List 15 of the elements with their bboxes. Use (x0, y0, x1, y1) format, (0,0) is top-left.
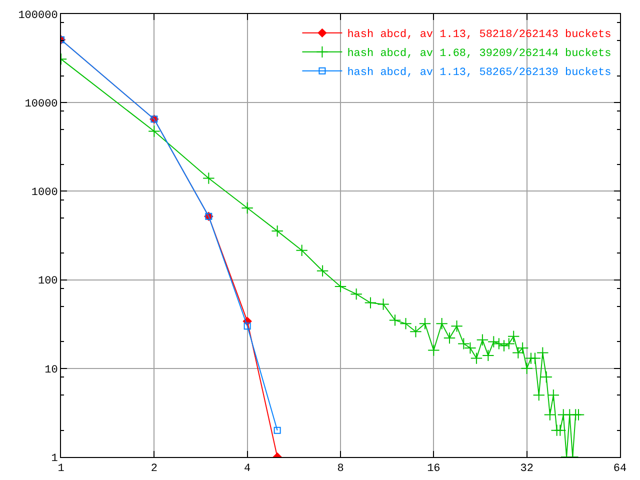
x-tick-label: 2 (150, 463, 158, 476)
legend-label: hash abcd, av 1.13, 58218/262143 buckets (347, 29, 612, 42)
y-tick-label: 10 (44, 364, 58, 376)
y-tick-label: 10000 (24, 98, 58, 110)
y-tick-label: 100 (38, 276, 58, 288)
x-tick-label: 64 (613, 463, 627, 476)
legend-label: hash abcd, av 1.68, 39209/262144 buckets (347, 48, 612, 60)
y-tick-label: 1 (51, 452, 58, 465)
y-tick-label: 100000 (18, 10, 58, 22)
x-tick-label: 32 (520, 463, 534, 476)
x-tick-label: 4 (244, 463, 252, 476)
x-tick-label: 16 (427, 463, 440, 476)
y-tick-label: 1000 (31, 187, 58, 200)
x-tick-label: 8 (337, 463, 344, 476)
legend-label: hash abcd, av 1.13, 58265/262139 buckets (347, 67, 612, 80)
